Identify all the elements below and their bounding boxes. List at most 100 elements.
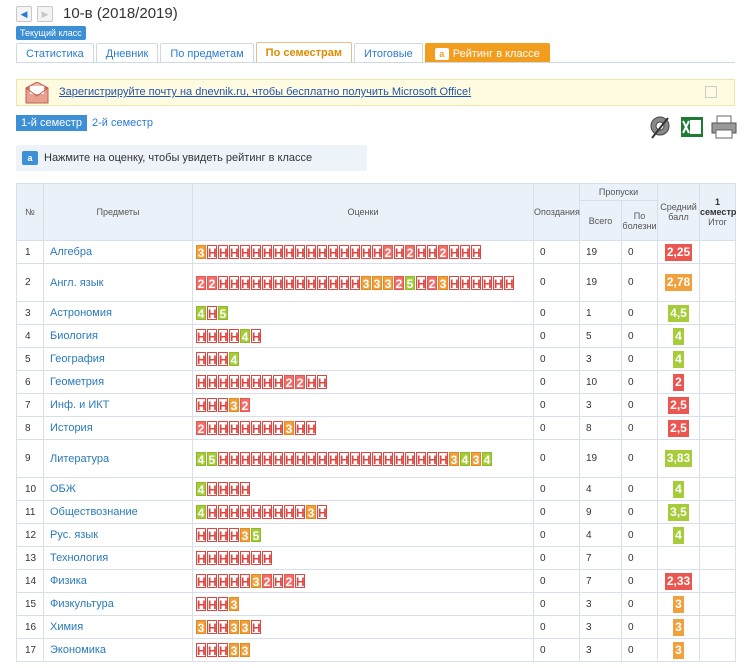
next-year-button[interactable]: ▶: [37, 6, 53, 22]
absence-mark[interactable]: Н: [229, 551, 239, 566]
absence-mark[interactable]: Н: [416, 245, 426, 260]
grade-mark[interactable]: 2: [295, 375, 305, 390]
subject-link[interactable]: Рус. язык: [43, 523, 193, 547]
grade-mark[interactable]: 2: [438, 245, 448, 260]
grade-mark[interactable]: 4: [482, 451, 492, 467]
absence-mark[interactable]: Н: [240, 574, 250, 589]
grade-mark[interactable]: 4: [196, 306, 206, 321]
grade-mark[interactable]: 3: [284, 421, 294, 436]
average-grade[interactable]: 4,5: [668, 304, 689, 322]
absence-mark[interactable]: Н: [229, 421, 239, 436]
absence-mark[interactable]: Н: [317, 375, 327, 390]
subject-link[interactable]: Инф. и ИКТ: [43, 393, 193, 417]
subject-link[interactable]: Химия: [43, 615, 193, 639]
absence-mark[interactable]: Н: [218, 528, 228, 543]
absence-mark[interactable]: Н: [361, 451, 371, 467]
absence-mark[interactable]: Н: [251, 421, 261, 436]
absence-mark[interactable]: Н: [295, 574, 305, 589]
absence-mark[interactable]: Н: [328, 275, 338, 291]
grade-mark[interactable]: 4: [229, 352, 239, 367]
tab-diary[interactable]: Дневник: [95, 43, 159, 63]
subject-link[interactable]: Физика: [43, 569, 193, 593]
grade-mark[interactable]: 2: [196, 421, 206, 436]
absence-mark[interactable]: Н: [295, 421, 305, 436]
grade-mark[interactable]: 2: [284, 574, 294, 589]
absence-mark[interactable]: Н: [196, 643, 206, 658]
settings-tool-icon[interactable]: [648, 114, 672, 140]
absence-mark[interactable]: Н: [295, 245, 305, 260]
absence-mark[interactable]: Н: [251, 275, 261, 291]
grade-mark[interactable]: 5: [218, 306, 228, 321]
grade-mark[interactable]: 4: [240, 329, 250, 344]
absence-mark[interactable]: Н: [218, 574, 228, 589]
absence-mark[interactable]: Н: [273, 375, 283, 390]
grade-mark[interactable]: 5: [251, 528, 261, 543]
absence-mark[interactable]: Н: [262, 421, 272, 436]
absence-mark[interactable]: Н: [284, 451, 294, 467]
absence-mark[interactable]: Н: [339, 245, 349, 260]
subject-link[interactable]: Алгебра: [43, 240, 193, 264]
subject-link[interactable]: Геометрия: [43, 370, 193, 394]
tab-by-semesters[interactable]: По семестрам: [255, 42, 353, 63]
subject-link[interactable]: География: [43, 347, 193, 371]
grade-mark[interactable]: 3: [196, 245, 206, 260]
absence-mark[interactable]: Н: [229, 505, 239, 520]
absence-mark[interactable]: Н: [218, 375, 228, 390]
absence-mark[interactable]: Н: [218, 275, 228, 291]
grade-mark[interactable]: 3: [383, 275, 393, 291]
absence-mark[interactable]: Н: [438, 451, 448, 467]
absence-mark[interactable]: Н: [449, 245, 459, 260]
subject-link[interactable]: Технология: [43, 546, 193, 570]
absence-mark[interactable]: Н: [427, 245, 437, 260]
absence-mark[interactable]: Н: [317, 275, 327, 291]
grade-mark[interactable]: 4: [196, 505, 206, 520]
absence-mark[interactable]: Н: [493, 275, 503, 291]
grade-mark[interactable]: 5: [405, 275, 415, 291]
absence-mark[interactable]: Н: [240, 245, 250, 260]
grade-mark[interactable]: 3: [251, 574, 261, 589]
absence-mark[interactable]: Н: [295, 505, 305, 520]
absence-mark[interactable]: Н: [196, 375, 206, 390]
absence-mark[interactable]: Н: [207, 643, 217, 658]
average-grade[interactable]: 2,33: [664, 572, 693, 590]
grade-mark[interactable]: 2: [383, 245, 393, 260]
absence-mark[interactable]: Н: [240, 505, 250, 520]
absence-mark[interactable]: Н: [350, 451, 360, 467]
absence-mark[interactable]: Н: [394, 245, 404, 260]
subject-link[interactable]: Физкультура: [43, 592, 193, 616]
print-icon[interactable]: [711, 115, 737, 139]
absence-mark[interactable]: Н: [306, 421, 316, 436]
absence-mark[interactable]: Н: [482, 275, 492, 291]
absence-mark[interactable]: Н: [196, 574, 206, 589]
absence-mark[interactable]: Н: [229, 329, 239, 344]
absence-mark[interactable]: Н: [339, 451, 349, 467]
absence-mark[interactable]: Н: [262, 245, 272, 260]
subject-link[interactable]: Обществознание: [43, 500, 193, 524]
semester-2-tab[interactable]: 2-й семестр: [92, 117, 153, 129]
grade-mark[interactable]: 3: [306, 505, 316, 520]
absence-mark[interactable]: Н: [207, 620, 217, 635]
absence-mark[interactable]: Н: [240, 551, 250, 566]
absence-mark[interactable]: Н: [218, 643, 228, 658]
absence-mark[interactable]: Н: [251, 451, 261, 467]
absence-mark[interactable]: Н: [229, 245, 239, 260]
absence-mark[interactable]: Н: [317, 505, 327, 520]
absence-mark[interactable]: Н: [317, 451, 327, 467]
tab-class-rating[interactable]: a Рейтинг в классе: [424, 43, 550, 63]
absence-mark[interactable]: Н: [416, 451, 426, 467]
absence-mark[interactable]: Н: [273, 451, 283, 467]
subject-link[interactable]: ОБЖ: [43, 477, 193, 501]
absence-mark[interactable]: Н: [350, 245, 360, 260]
absence-mark[interactable]: Н: [372, 245, 382, 260]
grade-mark[interactable]: 4: [196, 451, 206, 467]
absence-mark[interactable]: Н: [361, 245, 371, 260]
absence-mark[interactable]: Н: [251, 375, 261, 390]
grade-mark[interactable]: 3: [449, 451, 459, 467]
absence-mark[interactable]: Н: [262, 375, 272, 390]
grade-mark[interactable]: 3: [372, 275, 382, 291]
absence-mark[interactable]: Н: [394, 451, 404, 467]
grade-mark[interactable]: 3: [229, 643, 239, 658]
subject-link[interactable]: Биология: [43, 324, 193, 348]
absence-mark[interactable]: Н: [504, 275, 514, 291]
absence-mark[interactable]: Н: [196, 528, 206, 543]
